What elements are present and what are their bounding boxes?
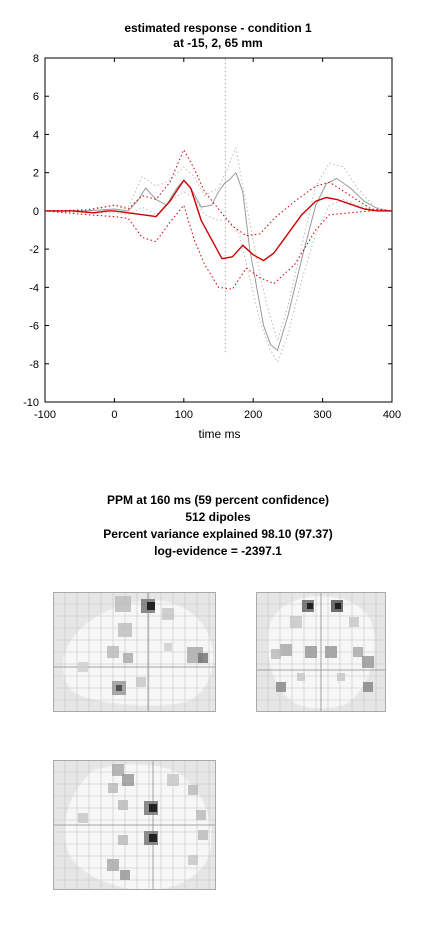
- activation-blob: [116, 685, 122, 691]
- y-tick-label: -2: [29, 244, 39, 256]
- activation-blob: [362, 656, 374, 668]
- series-response-lower: [44, 191, 392, 363]
- activation-blob: [305, 646, 317, 658]
- y-tick-label: -6: [29, 321, 39, 333]
- activation-blob: [188, 855, 198, 865]
- activation-blob: [136, 677, 146, 687]
- activation-blob: [147, 602, 155, 610]
- activation-blob: [78, 813, 88, 823]
- y-tick-label: -4: [29, 282, 39, 294]
- y-tick-label: -10: [23, 397, 39, 409]
- activation-blob: [118, 800, 128, 810]
- activation-blob: [297, 673, 305, 681]
- series-response-upper: [45, 147, 393, 342]
- y-tick-label: 4: [33, 129, 39, 141]
- y-tick-label: -8: [29, 359, 39, 371]
- y-tick-label: 2: [33, 168, 39, 180]
- activation-blob: [162, 608, 174, 620]
- activation-blob: [335, 603, 341, 609]
- activation-blob: [271, 649, 281, 659]
- series-response: [45, 172, 393, 351]
- activation-blob: [290, 616, 302, 628]
- activation-blob: [123, 653, 133, 663]
- activation-blob: [115, 596, 131, 612]
- activation-blob: [120, 870, 130, 880]
- activation-blob: [167, 774, 179, 786]
- x-axis-label: time ms: [199, 427, 241, 441]
- activation-blob: [353, 647, 363, 657]
- chart-title: estimated response - condition 1: [124, 21, 312, 35]
- activation-blob: [198, 653, 208, 663]
- activation-blob: [188, 785, 198, 795]
- activation-blob: [164, 643, 172, 651]
- activation-blob: [276, 682, 286, 692]
- glass-brain-coronal: [256, 592, 386, 712]
- activation-blob: [122, 774, 134, 786]
- brain-outline: [63, 763, 213, 890]
- activation-blob: [149, 834, 157, 842]
- chart-subtitle: at -15, 2, 65 mm: [173, 36, 263, 50]
- plot-frame: [44, 57, 393, 403]
- activation-blob: [118, 623, 132, 637]
- glass-brain-transverse: [53, 760, 216, 890]
- x-tick-label: 0: [111, 409, 117, 421]
- activation-blob: [107, 859, 119, 871]
- activation-blob: [112, 764, 124, 776]
- mip-frame: [53, 760, 216, 890]
- activation-blob: [307, 603, 313, 609]
- series-estimate-upper: [44, 149, 393, 237]
- ppm-variance-explained: Percent variance explained 98.10 (97.37): [103, 527, 333, 541]
- mip-frame: [53, 592, 216, 712]
- response-chart: -100 0 100 200 300 400 -10 -8 -6 -4 -2 0 2 4 6 8 time ms: [23, 53, 401, 441]
- activation-blob: [196, 810, 206, 820]
- mip-frame: [256, 592, 386, 712]
- x-tick-label: 400: [383, 409, 401, 421]
- y-tick-label: 8: [33, 53, 39, 65]
- y-tick-label: 0: [33, 206, 39, 218]
- activation-blob: [349, 617, 359, 627]
- activation-blob: [78, 662, 88, 672]
- series-estimate: [45, 179, 392, 262]
- ppm-title: PPM at 160 ms (59 percent confidence): [106, 493, 330, 507]
- activation-blob: [149, 804, 157, 812]
- activation-blob: [337, 673, 345, 681]
- y-tick-label: 6: [33, 91, 39, 103]
- x-tick-label: 300: [313, 409, 331, 421]
- series-estimate-lower: [44, 204, 392, 290]
- ppm-log-evidence: log-evidence = -2397.1: [154, 544, 282, 558]
- activation-blob: [108, 783, 118, 793]
- activation-blob: [107, 646, 119, 658]
- x-tick-label: 200: [244, 409, 262, 421]
- activation-blob: [280, 644, 292, 656]
- x-tick-label: -100: [34, 409, 56, 421]
- glass-brain-sagittal: [53, 592, 216, 712]
- activation-blob: [325, 646, 337, 658]
- ppm-dipole-count: 512 dipoles: [185, 510, 251, 524]
- activation-blob: [363, 682, 373, 692]
- x-tick-label: 100: [175, 409, 193, 421]
- activation-blob: [118, 835, 128, 845]
- activation-blob: [198, 830, 208, 840]
